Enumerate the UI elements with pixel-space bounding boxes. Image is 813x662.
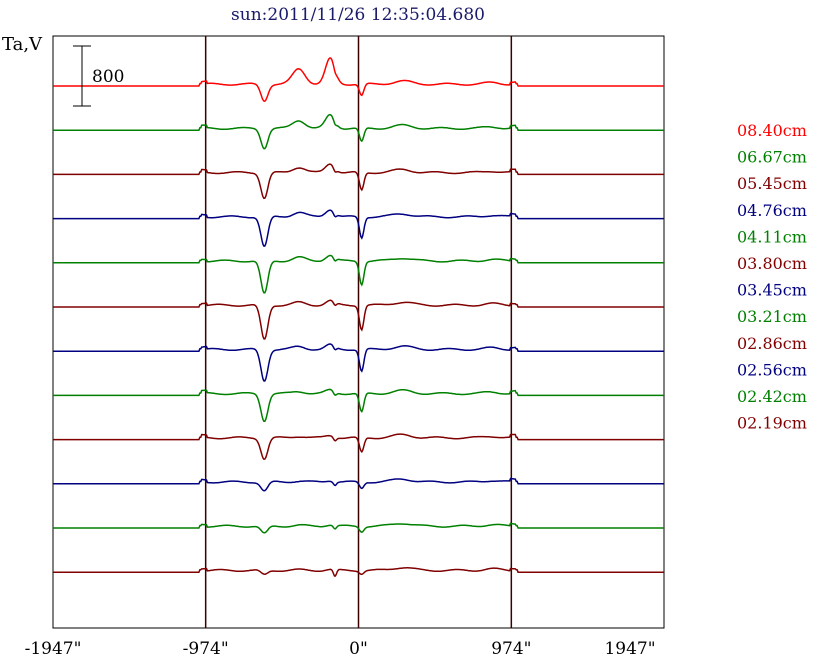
series-line-03.45cm	[53, 343, 664, 382]
series-line-02.86cm	[53, 433, 664, 460]
legend-entry: 04.76cm	[737, 201, 807, 220]
x-axis-ticks: -1947" -974" 0" 974" 1947"	[25, 639, 656, 659]
x-tick-label: 1947"	[604, 639, 655, 659]
traces	[53, 57, 664, 577]
series-line-08.40cm	[53, 57, 664, 102]
series-line-03.21cm	[53, 388, 664, 422]
reference-lines	[204, 36, 513, 628]
legend-entry: 08.40cm	[737, 121, 807, 140]
y-axis-label: Ta,V	[2, 34, 43, 55]
series-line-04.11cm	[53, 254, 664, 294]
legend-entry: 03.80cm	[737, 254, 807, 273]
series-line-02.56cm	[53, 477, 664, 492]
series-line-02.42cm	[53, 522, 664, 534]
legend-entry: 04.11cm	[737, 227, 807, 246]
legend-entry: 02.19cm	[737, 414, 807, 433]
x-tick-label: 974"	[491, 639, 531, 659]
x-tick-label: -974"	[183, 639, 229, 659]
legend-entry: 02.56cm	[737, 360, 807, 379]
series-line-03.80cm	[53, 299, 664, 340]
scale-bar-label: 800	[92, 67, 124, 87]
scale-bar: 800	[73, 45, 124, 107]
chart-title: sun:2011/11/26 12:35:04.680	[231, 5, 485, 25]
legend-entry: 03.45cm	[737, 281, 807, 300]
series-line-05.45cm	[53, 163, 664, 200]
series-line-06.67cm	[53, 113, 664, 150]
legend-entry: 06.67cm	[737, 148, 807, 167]
legend-entry: 03.21cm	[737, 307, 807, 326]
legend-entry: 02.42cm	[737, 387, 807, 406]
series-line-02.19cm	[53, 567, 664, 577]
legend-entry: 05.45cm	[737, 174, 807, 193]
x-tick-label: 0"	[349, 639, 368, 659]
series-line-04.76cm	[53, 209, 664, 247]
legend: 08.40cm 06.67cm 05.45cm 04.76cm 04.11cm 03.80…	[737, 121, 807, 433]
x-tick-label: -1947"	[25, 639, 82, 659]
legend-entry: 02.86cm	[737, 334, 807, 353]
